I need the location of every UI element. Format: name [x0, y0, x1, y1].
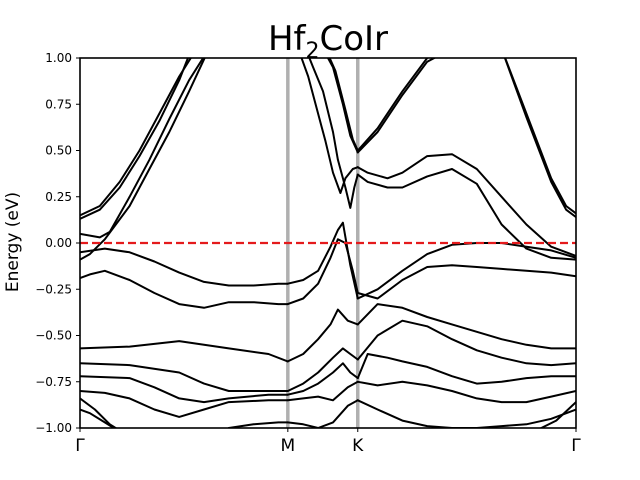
- band-line-9: [80, 390, 289, 418]
- y-tick-label-7: 0.75: [45, 97, 72, 111]
- x-tick-label-1: M: [280, 436, 295, 456]
- band-line-13: [308, 58, 359, 209]
- band-line-5: [80, 269, 289, 309]
- y-axis-label: Energy (eV): [3, 192, 23, 292]
- y-tick-label-5: 0.25: [45, 190, 72, 204]
- band-line-29: [356, 264, 576, 300]
- band-line-7: [80, 362, 289, 392]
- y-ticks: −1.00 −0.75 −0.50 −0.25 0.00 0.25 0.50 0.75 1.00: [35, 51, 80, 435]
- band-line-31: [356, 319, 576, 367]
- y-tick-label-6: 0.50: [45, 144, 72, 158]
- band-line-6: [80, 340, 289, 363]
- band-line-3: [80, 58, 206, 261]
- band-line-14: [300, 58, 359, 194]
- band-line-16: [328, 58, 359, 152]
- band-line-34: [356, 399, 576, 428]
- band-line-28: [356, 242, 576, 300]
- band-line-20: [286, 347, 359, 392]
- band-line-18: [286, 238, 359, 306]
- band-line-10: [80, 397, 118, 428]
- y-tick-label-2: −0.50: [35, 329, 72, 343]
- y-tick-label-1: −0.75: [35, 375, 72, 389]
- x-tick-label-0: Γ: [75, 436, 85, 456]
- band-line-27: [356, 168, 576, 261]
- band-line-8: [80, 375, 289, 404]
- band-line-17: [286, 221, 359, 300]
- x-tick-label-2: K: [352, 436, 364, 456]
- x-tick-label-3: Γ: [571, 436, 581, 456]
- band-line-25: [356, 58, 576, 219]
- band-line-23: [286, 399, 359, 428]
- band-lines: [80, 58, 576, 428]
- y-tick-label-3: −0.25: [35, 282, 72, 296]
- band-line-2: [80, 58, 205, 239]
- band-line-11: [80, 408, 116, 428]
- y-tick-label-8: 1.00: [45, 51, 72, 65]
- y-tick-label-0: −1.00: [35, 421, 72, 435]
- band-line-4: [80, 247, 289, 287]
- band-line-19: [286, 308, 359, 363]
- band-line-32: [356, 353, 576, 385]
- band-line-21: [286, 362, 359, 396]
- band-line-33: [356, 380, 576, 404]
- band-line-35: [538, 401, 576, 428]
- band-line-0: [80, 58, 192, 217]
- band-line-1: [80, 58, 190, 220]
- y-tick-label-4: 0.00: [45, 236, 72, 250]
- band-line-26: [356, 153, 576, 257]
- band-line-30: [356, 303, 576, 350]
- band-line-24: [356, 58, 576, 215]
- band-line-12: [227, 421, 289, 428]
- band-line-22: [286, 380, 359, 402]
